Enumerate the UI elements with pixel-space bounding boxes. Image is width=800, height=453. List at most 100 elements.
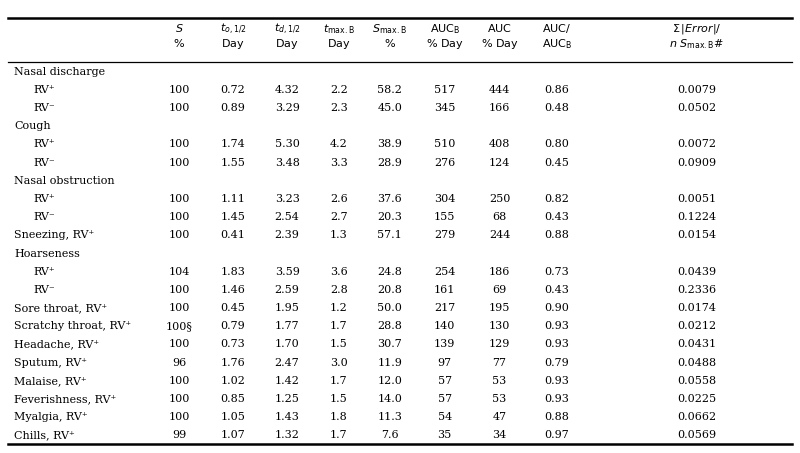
- Text: 0.0502: 0.0502: [677, 103, 716, 113]
- Text: 0.43: 0.43: [544, 285, 570, 295]
- Text: 0.73: 0.73: [545, 267, 569, 277]
- Text: 3.29: 3.29: [274, 103, 299, 113]
- Text: 3.48: 3.48: [274, 158, 299, 168]
- Text: 0.93: 0.93: [544, 321, 570, 331]
- Text: $\mathrm{Day}$: $\mathrm{Day}$: [221, 37, 245, 51]
- Text: 0.48: 0.48: [544, 103, 570, 113]
- Text: 2.2: 2.2: [330, 85, 348, 95]
- Text: RV⁻: RV⁻: [33, 285, 55, 295]
- Text: Nasal obstruction: Nasal obstruction: [14, 176, 115, 186]
- Text: Sneezing, RV⁺: Sneezing, RV⁺: [14, 230, 94, 241]
- Text: 186: 186: [489, 267, 510, 277]
- Text: 304: 304: [434, 194, 455, 204]
- Text: 20.3: 20.3: [378, 212, 402, 222]
- Text: 100: 100: [168, 394, 190, 404]
- Text: 2.7: 2.7: [330, 212, 348, 222]
- Text: 1.77: 1.77: [274, 321, 299, 331]
- Text: 1.32: 1.32: [274, 430, 299, 440]
- Text: 161: 161: [434, 285, 455, 295]
- Text: 0.80: 0.80: [544, 140, 570, 149]
- Text: 0.1224: 0.1224: [677, 212, 716, 222]
- Text: Headache, RV⁺: Headache, RV⁺: [14, 339, 99, 349]
- Text: 0.45: 0.45: [221, 303, 246, 313]
- Text: 54: 54: [438, 412, 452, 422]
- Text: 12.0: 12.0: [378, 376, 402, 386]
- Text: 3.6: 3.6: [330, 267, 348, 277]
- Text: $n\ S_{\mathrm{max.B}}\#$: $n\ S_{\mathrm{max.B}}\#$: [669, 37, 724, 51]
- Text: 1.76: 1.76: [221, 357, 246, 367]
- Text: Myalgia, RV⁺: Myalgia, RV⁺: [14, 412, 88, 422]
- Text: RV⁻: RV⁻: [33, 103, 55, 113]
- Text: 100: 100: [168, 376, 190, 386]
- Text: 0.0154: 0.0154: [677, 230, 716, 241]
- Text: 0.97: 0.97: [545, 430, 569, 440]
- Text: $\mathrm{Day}$: $\mathrm{Day}$: [275, 37, 299, 51]
- Text: 345: 345: [434, 103, 455, 113]
- Text: 0.93: 0.93: [544, 394, 570, 404]
- Text: 47: 47: [493, 412, 506, 422]
- Text: 4.32: 4.32: [274, 85, 299, 95]
- Text: 139: 139: [434, 339, 455, 349]
- Text: 3.3: 3.3: [330, 158, 348, 168]
- Text: 37.6: 37.6: [378, 194, 402, 204]
- Text: 0.88: 0.88: [544, 412, 570, 422]
- Text: 2.3: 2.3: [330, 103, 348, 113]
- Text: 254: 254: [434, 267, 455, 277]
- Text: 57: 57: [438, 394, 452, 404]
- Text: 0.89: 0.89: [221, 103, 246, 113]
- Text: 1.7: 1.7: [330, 376, 348, 386]
- Text: 100: 100: [168, 158, 190, 168]
- Text: 2.47: 2.47: [274, 357, 299, 367]
- Text: 1.25: 1.25: [274, 394, 299, 404]
- Text: 53: 53: [493, 394, 506, 404]
- Text: 166: 166: [489, 103, 510, 113]
- Text: 3.0: 3.0: [330, 357, 348, 367]
- Text: $t_{d,1/2}$: $t_{d,1/2}$: [274, 22, 301, 38]
- Text: 1.70: 1.70: [274, 339, 299, 349]
- Text: 30.7: 30.7: [378, 339, 402, 349]
- Text: 129: 129: [489, 339, 510, 349]
- Text: 1.46: 1.46: [221, 285, 246, 295]
- Text: 11.9: 11.9: [378, 357, 402, 367]
- Text: 0.0662: 0.0662: [677, 412, 716, 422]
- Text: $t_{\mathrm{max.B}}$: $t_{\mathrm{max.B}}$: [323, 22, 355, 36]
- Text: 1.07: 1.07: [221, 430, 246, 440]
- Text: 279: 279: [434, 230, 455, 241]
- Text: 77: 77: [493, 357, 506, 367]
- Text: 99: 99: [172, 430, 186, 440]
- Text: $\%$: $\%$: [384, 37, 396, 49]
- Text: 100: 100: [168, 103, 190, 113]
- Text: 517: 517: [434, 85, 455, 95]
- Text: 0.0072: 0.0072: [677, 140, 716, 149]
- Text: 2.59: 2.59: [274, 285, 299, 295]
- Text: 1.43: 1.43: [274, 412, 299, 422]
- Text: 1.05: 1.05: [221, 412, 246, 422]
- Text: 28.9: 28.9: [378, 158, 402, 168]
- Text: $t_{o,1/2}$: $t_{o,1/2}$: [220, 22, 246, 38]
- Text: 100: 100: [168, 339, 190, 349]
- Text: RV⁺: RV⁺: [33, 85, 54, 95]
- Text: Feverishness, RV⁺: Feverishness, RV⁺: [14, 394, 117, 404]
- Text: 0.73: 0.73: [221, 339, 246, 349]
- Text: 1.5: 1.5: [330, 394, 348, 404]
- Text: $\%\ \mathrm{Day}$: $\%\ \mathrm{Day}$: [426, 37, 463, 51]
- Text: Hoarseness: Hoarseness: [14, 249, 80, 259]
- Text: 2.39: 2.39: [274, 230, 299, 241]
- Text: 5.30: 5.30: [274, 140, 299, 149]
- Text: 217: 217: [434, 303, 455, 313]
- Text: 0.41: 0.41: [221, 230, 246, 241]
- Text: 444: 444: [489, 85, 510, 95]
- Text: 1.7: 1.7: [330, 321, 348, 331]
- Text: 0.45: 0.45: [544, 158, 570, 168]
- Text: 0.93: 0.93: [544, 339, 570, 349]
- Text: RV⁻: RV⁻: [33, 212, 55, 222]
- Text: 3.23: 3.23: [274, 194, 299, 204]
- Text: 24.8: 24.8: [378, 267, 402, 277]
- Text: 0.0051: 0.0051: [677, 194, 716, 204]
- Text: 1.55: 1.55: [221, 158, 246, 168]
- Text: 155: 155: [434, 212, 455, 222]
- Text: 1.95: 1.95: [274, 303, 299, 313]
- Text: RV⁺: RV⁺: [33, 140, 54, 149]
- Text: 0.79: 0.79: [221, 321, 246, 331]
- Text: 1.8: 1.8: [330, 412, 348, 422]
